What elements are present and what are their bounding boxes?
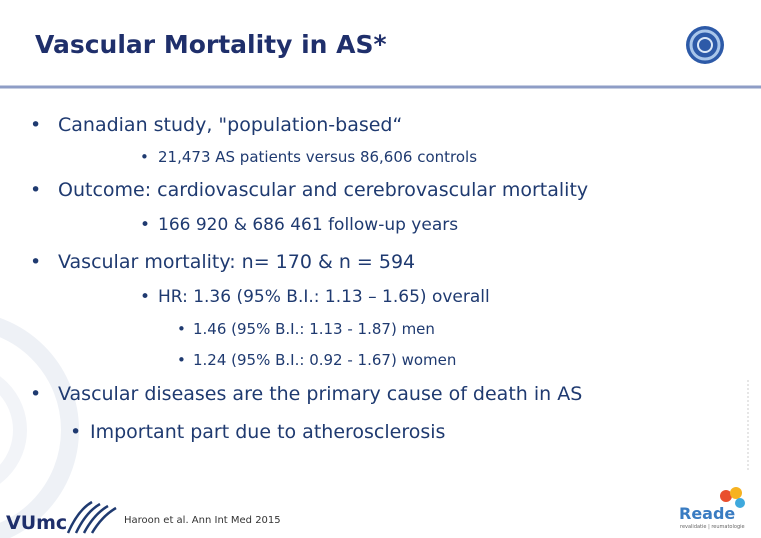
bullet: • <box>30 251 42 273</box>
reade-tagline: revalidatie | reumatologie <box>680 524 745 530</box>
top-logo-ring <box>689 29 721 61</box>
bullet-text: Canadian study, "population-based“ <box>58 114 403 136</box>
reade-dot <box>720 490 732 502</box>
bullet: • <box>177 320 186 338</box>
reade-dot <box>735 498 745 508</box>
bullet: • <box>140 287 151 307</box>
bullet: • <box>177 351 186 369</box>
bg-circle <box>0 317 79 538</box>
citation: Haroon et al. Ann Int Med 2015 <box>124 515 281 526</box>
bullet: • <box>70 421 82 443</box>
reade-logo: Reade <box>679 504 736 523</box>
reade-dot <box>730 487 742 499</box>
bullet-text: Outcome: cardiovascular and cerebrovascu… <box>58 179 589 201</box>
bullet: • <box>140 215 151 235</box>
bullet: • <box>30 179 42 201</box>
bullet-text: 1.46 (95% B.I.: 1.13 - 1.87) men <box>193 320 435 338</box>
bullet-text: HR: 1.36 (95% B.I.: 1.13 – 1.65) overall <box>158 287 490 307</box>
bullet-text: 1.24 (95% B.I.: 0.92 - 1.67) women <box>193 351 457 369</box>
vumc-mark <box>66 500 117 534</box>
bullet-text: 166 920 & 686 461 follow-up years <box>158 215 459 235</box>
bullet-text: Vascular mortality: n= 170 & n = 594 <box>58 251 416 273</box>
bullet: • <box>30 383 42 405</box>
top-logo-ring <box>697 37 713 53</box>
bullet-text: Vascular diseases are the primary cause … <box>58 383 583 405</box>
bullet: • <box>140 148 149 166</box>
vumc-logo: VUmc <box>6 512 68 534</box>
title: Vascular Mortality in AS* <box>35 30 387 59</box>
bullet-text: Important part due to atherosclerosis <box>90 421 446 443</box>
bullet: • <box>30 114 42 136</box>
bg-circle <box>0 376 27 484</box>
bullet-text: 21,473 AS patients versus 86,606 control… <box>158 148 478 166</box>
